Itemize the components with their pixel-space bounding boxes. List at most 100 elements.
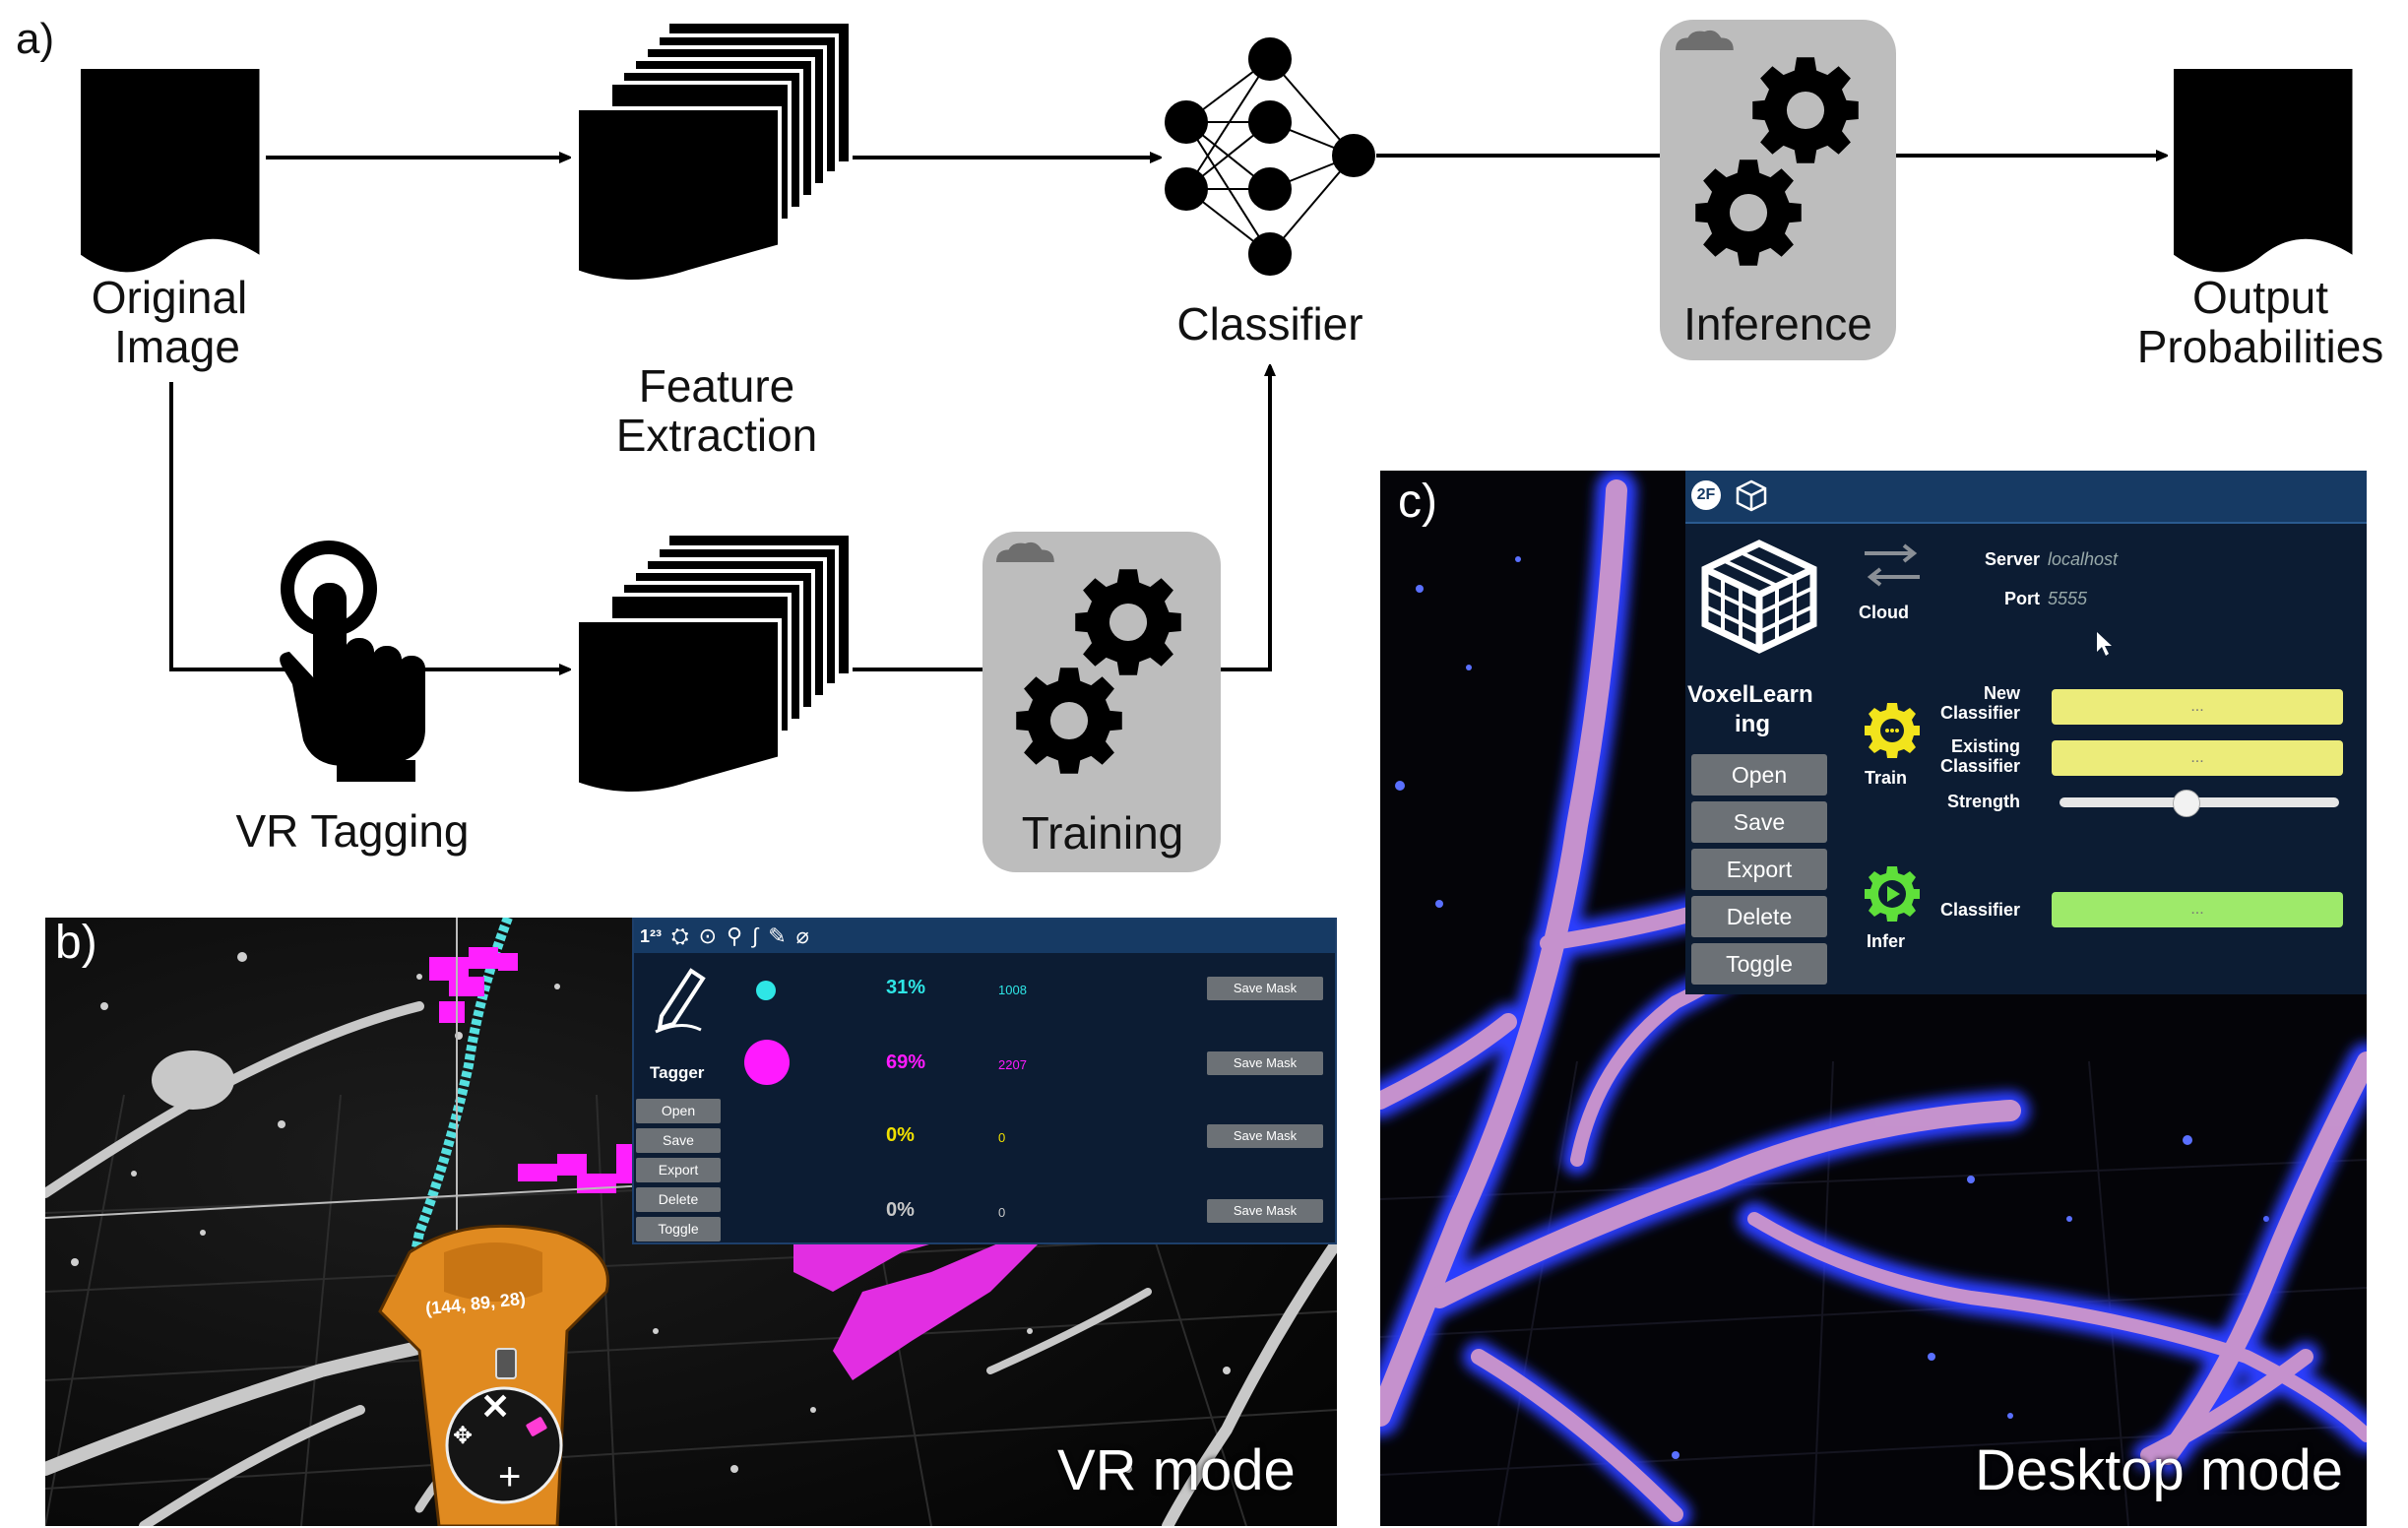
vr-mode-panel: (144, 89, 28) ✕ ✥ + b) VR mode 1²³ ⛭ ⊙ ⚲… (45, 918, 1337, 1526)
label-percent: 0% (886, 1199, 915, 1221)
label-dot-cyan[interactable] (756, 981, 776, 1000)
existing-classifier-label-line2: Classifier (1939, 756, 2020, 776)
feature-stack-icon (575, 24, 849, 284)
new-classifier-field[interactable]: ... (2052, 689, 2343, 725)
vr-toolbar: 1²³ ⛭ ⊙ ⚲ ∫ ✎ ⌀ (634, 920, 1335, 953)
feature-stack-icon (575, 536, 849, 796)
original-image-icon (81, 69, 260, 273)
panel-label-c: c) (1398, 476, 1437, 528)
feature-extraction-label-line2: Extraction (616, 410, 818, 461)
tool-name: Tagger (650, 1063, 705, 1082)
inference-box (1660, 20, 1896, 360)
training-box (982, 532, 1221, 872)
pipeline-diagram: a) Original Image Feature Extraction Cla… (16, 15, 2384, 872)
cloud-transfer-icon[interactable] (1861, 541, 1924, 591)
vr-mode-label: VR mode (1057, 1438, 1296, 1502)
touch-hand-icon (280, 541, 425, 782)
vr-save-button[interactable]: Save (636, 1128, 721, 1153)
strength-slider-knob[interactable] (2172, 790, 2200, 817)
2f-badge-icon[interactable]: 2F (1691, 480, 1721, 510)
panel-label-a: a) (16, 15, 54, 63)
label-percent: 69% (886, 1051, 926, 1073)
infer-label: Infer (1867, 931, 1906, 951)
desktop-mode-panel: c) Desktop mode 2F VoxelLearn ing Open S… (1380, 471, 2367, 1526)
pen-icon[interactable]: ✎ (768, 923, 787, 948)
open-button[interactable]: Open (1691, 754, 1827, 796)
vr-tagging-label: VR Tagging (236, 805, 470, 857)
existing-classifier-label-line1: Existing (1950, 736, 2020, 756)
voxellearning-window: 2F VoxelLearn ing Open Save Export Delet… (1685, 471, 2367, 994)
original-image-label-line2: Image (114, 321, 240, 372)
eraser-icon[interactable]: ⌀ (795, 923, 809, 948)
toggle-button[interactable]: Toggle (1691, 943, 1827, 985)
trackpad-close-icon[interactable]: ✕ (480, 1386, 511, 1427)
vr-export-button[interactable]: Export (636, 1158, 721, 1182)
numbers-icon[interactable]: 1²³ (640, 925, 662, 946)
gear-icon (1695, 159, 1802, 266)
app-name-line1: VoxelLearn (1687, 681, 1813, 708)
save-mask-button[interactable]: Save Mask (1207, 1051, 1323, 1075)
trackpad-add-icon[interactable]: + (498, 1455, 522, 1498)
pointer-icon[interactable]: ⊙ (698, 923, 718, 948)
server-label: Server (1984, 549, 2040, 569)
trackpad (445, 1386, 563, 1504)
app-name-line2: ing (1735, 711, 1770, 737)
label-percent: 0% (886, 1124, 915, 1146)
output-probabilities-icon (2174, 69, 2353, 273)
new-classifier-label-line2: Classifier (1939, 703, 2020, 723)
vr-open-button[interactable]: Open (636, 1099, 721, 1123)
label-count: 2207 (998, 1057, 1027, 1072)
gear-icon (1752, 57, 1859, 163)
vr-toggle-button[interactable]: Toggle (636, 1217, 721, 1242)
cloud-label: Cloud (1859, 603, 1909, 622)
system-button (495, 1348, 517, 1379)
classifier-field[interactable]: ... (2052, 892, 2343, 927)
gear-icon (1075, 569, 1181, 675)
vr-controller (378, 1224, 609, 1526)
export-button[interactable]: Export (1691, 849, 1827, 890)
voxellearning-logo-icon (1701, 540, 1817, 654)
training-label: Training (1022, 807, 1183, 859)
existing-classifier-field[interactable]: ... (2052, 740, 2343, 776)
port-label: Port (2004, 589, 2040, 608)
search-icon[interactable]: ⚲ (727, 923, 743, 948)
neural-network-icon (1165, 37, 1375, 276)
output-label-line2: Probabilities (2137, 321, 2384, 372)
feature-extraction-label-line1: Feature (639, 360, 795, 412)
mouse-cursor-icon (2097, 632, 2112, 656)
output-label-line1: Output (2192, 272, 2328, 323)
original-image-label-line1: Original (92, 272, 248, 323)
train-gear-icon[interactable] (1863, 701, 1922, 760)
label-count: 0 (998, 1205, 1006, 1220)
panel-label-b: b) (55, 918, 97, 969)
label-dot-magenta[interactable] (744, 1040, 790, 1085)
infer-play-icon[interactable] (1863, 864, 1922, 923)
satellite-icon[interactable]: ⛭ (671, 923, 689, 948)
port-value[interactable]: 5555 (2048, 589, 2088, 608)
new-classifier-label-line1: New (1983, 683, 2020, 703)
save-mask-button[interactable]: Save Mask (1207, 1124, 1323, 1148)
arrow-training-to-classifier (1221, 366, 1270, 671)
label-count: 1008 (998, 983, 1027, 997)
save-mask-button[interactable]: Save Mask (1207, 1199, 1323, 1223)
inference-label: Inference (1683, 298, 1872, 350)
cube-icon[interactable] (1735, 478, 1768, 512)
label-count: 0 (998, 1130, 1006, 1145)
lasso-icon[interactable]: ∫ (752, 923, 759, 948)
save-mask-button[interactable]: Save Mask (1207, 977, 1323, 1000)
tagger-pen-icon (655, 968, 706, 1034)
strength-label: Strength (1947, 792, 2020, 811)
delete-button[interactable]: Delete (1691, 896, 1827, 937)
vr-delete-button[interactable]: Delete (636, 1187, 721, 1212)
strength-slider[interactable] (2059, 790, 2339, 817)
connector-original-to-tagging (169, 382, 285, 671)
gear-icon (1016, 668, 1122, 774)
server-value[interactable]: localhost (2048, 549, 2119, 569)
trackpad-move-icon[interactable]: ✥ (453, 1423, 474, 1449)
classifier-label: Classifier (1176, 298, 1362, 350)
save-button[interactable]: Save (1691, 801, 1827, 843)
train-label: Train (1865, 768, 1908, 788)
desktop-mode-label: Desktop mode (1975, 1438, 2343, 1502)
vr-tagger-window: 1²³ ⛭ ⊙ ⚲ ∫ ✎ ⌀ Tagger Open Save Export … (632, 918, 1337, 1244)
classifier-label: Classifier (1939, 900, 2020, 920)
